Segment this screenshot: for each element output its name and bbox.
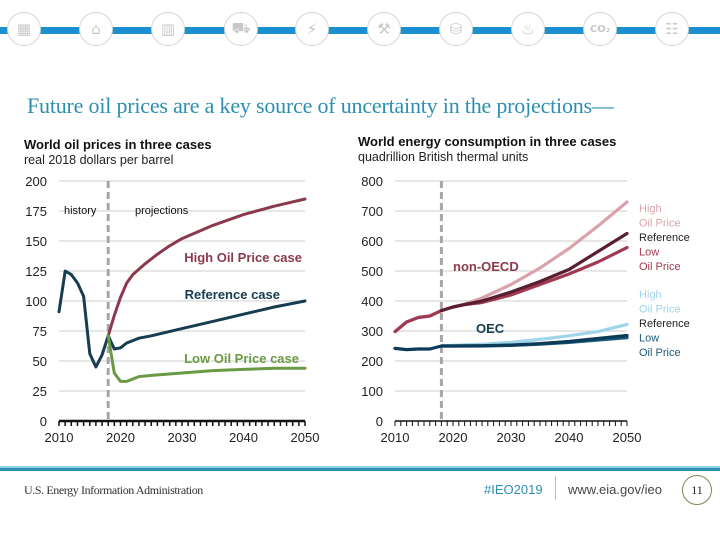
energy-y-tick-label: 700 xyxy=(361,204,383,219)
non-oecd-legend-item: Oil Price xyxy=(639,261,681,273)
oil-price-line-high-oil-price xyxy=(106,197,307,338)
oil-price-x-tick-label: 2020 xyxy=(106,430,135,445)
energy-y-tick-label: 800 xyxy=(361,174,383,189)
oecd-legend-item: Low xyxy=(639,333,659,345)
industrial-icon: ⌂ xyxy=(79,12,113,46)
energy-x-tick-label: 2050 xyxy=(613,430,642,445)
history-label: history xyxy=(64,205,97,217)
oil-price-x-tick-label: 2040 xyxy=(229,430,258,445)
left-chart-subtitle: real 2018 dollars per barrel xyxy=(24,153,174,167)
oil-price-x-tick-label: 2010 xyxy=(45,430,74,445)
high-oil-price-case-label: High Oil Price case xyxy=(184,250,302,265)
oil-price-y-tick-label: 0 xyxy=(40,414,47,429)
energy-y-tick-label: 400 xyxy=(361,294,383,309)
non-oecd-legend-item: High xyxy=(639,203,662,215)
non-oecd-label: non-OECD xyxy=(453,259,519,274)
car-icon: ⛟ xyxy=(224,12,258,46)
reference-case-label: Reference case xyxy=(185,287,280,302)
energy-x-tick-label: 2040 xyxy=(555,430,584,445)
footer-accent-line-light xyxy=(0,466,720,468)
right-chart-subtitle: quadrillion British thermal units xyxy=(358,150,529,164)
oil-price-y-tick-label: 50 xyxy=(33,354,47,369)
footer-url-link[interactable]: www.eia.gov/ieo xyxy=(568,482,662,497)
projections-label: projections xyxy=(135,205,189,217)
oil-price-line-low-oil-price xyxy=(106,334,307,383)
energy-x-tick-label: 2020 xyxy=(439,430,468,445)
energy-y-tick-label: 600 xyxy=(361,234,383,249)
oecd-legend-item: Oil Price xyxy=(639,304,681,316)
energy-y-tick-label: 0 xyxy=(376,414,383,429)
footer-organization: U.S. Energy Information Administration xyxy=(24,483,203,497)
oil-price-y-tick-label: 125 xyxy=(25,264,47,279)
energy-x-tick-label: 2030 xyxy=(497,430,526,445)
oecd-label: OEC xyxy=(476,321,505,336)
buildings-icon: ▥ xyxy=(151,12,185,46)
page-number: 11 xyxy=(682,475,712,505)
oil-price-y-tick-label: 175 xyxy=(25,204,47,219)
document-icon: ☷ xyxy=(655,12,689,46)
oil-price-line-reference xyxy=(57,269,307,369)
energy-line-oecd-ref xyxy=(393,333,629,352)
energy-x-tick-label: 2010 xyxy=(381,430,410,445)
non-oecd-legend-item: Low xyxy=(639,247,659,259)
header-accent-bar xyxy=(0,27,720,34)
energy-y-tick-label: 200 xyxy=(361,354,383,369)
electricity-icon: ⚡ xyxy=(295,12,329,46)
oil-price-y-tick-label: 75 xyxy=(33,324,47,339)
energy-line-nonoecd-ref xyxy=(439,231,629,313)
co2-cloud-icon: CO₂ xyxy=(583,12,617,46)
oil-price-y-tick-label: 200 xyxy=(25,174,47,189)
oecd-legend-item: Reference xyxy=(639,318,690,330)
right-chart-title: World energy consumption in three cases xyxy=(358,134,617,149)
oecd-legend-item: Oil Price xyxy=(639,347,681,359)
coal-mining-icon: ⚒ xyxy=(367,12,401,46)
left-chart-title: World oil prices in three cases xyxy=(24,137,212,152)
oil-price-x-tick-label: 2030 xyxy=(168,430,197,445)
footer-hashtag: #IEO2019 xyxy=(484,482,543,497)
low-oil-price-case-label: Low Oil Price case xyxy=(184,351,299,366)
energy-y-tick-label: 100 xyxy=(361,384,383,399)
energy-y-tick-label: 500 xyxy=(361,264,383,279)
footer-accent-line xyxy=(0,468,720,471)
natural-gas-flame-icon: ♨ xyxy=(511,12,545,46)
oil-price-x-tick-label: 2050 xyxy=(291,430,320,445)
footer-separator xyxy=(555,476,556,500)
non-oecd-legend-item: Reference xyxy=(639,232,690,244)
non-oecd-legend-item: Oil Price xyxy=(639,218,681,230)
slide-title: Future oil prices are a key source of un… xyxy=(27,93,614,118)
oil-price-y-tick-label: 100 xyxy=(25,294,47,309)
oil-barrel-icon: ⛁ xyxy=(439,12,473,46)
energy-y-tick-label: 300 xyxy=(361,324,383,339)
oil-price-y-tick-label: 25 xyxy=(33,384,47,399)
oil-price-y-tick-label: 150 xyxy=(25,234,47,249)
sectors-icon: ▦ xyxy=(7,12,41,46)
oecd-legend-item: High xyxy=(639,289,662,301)
